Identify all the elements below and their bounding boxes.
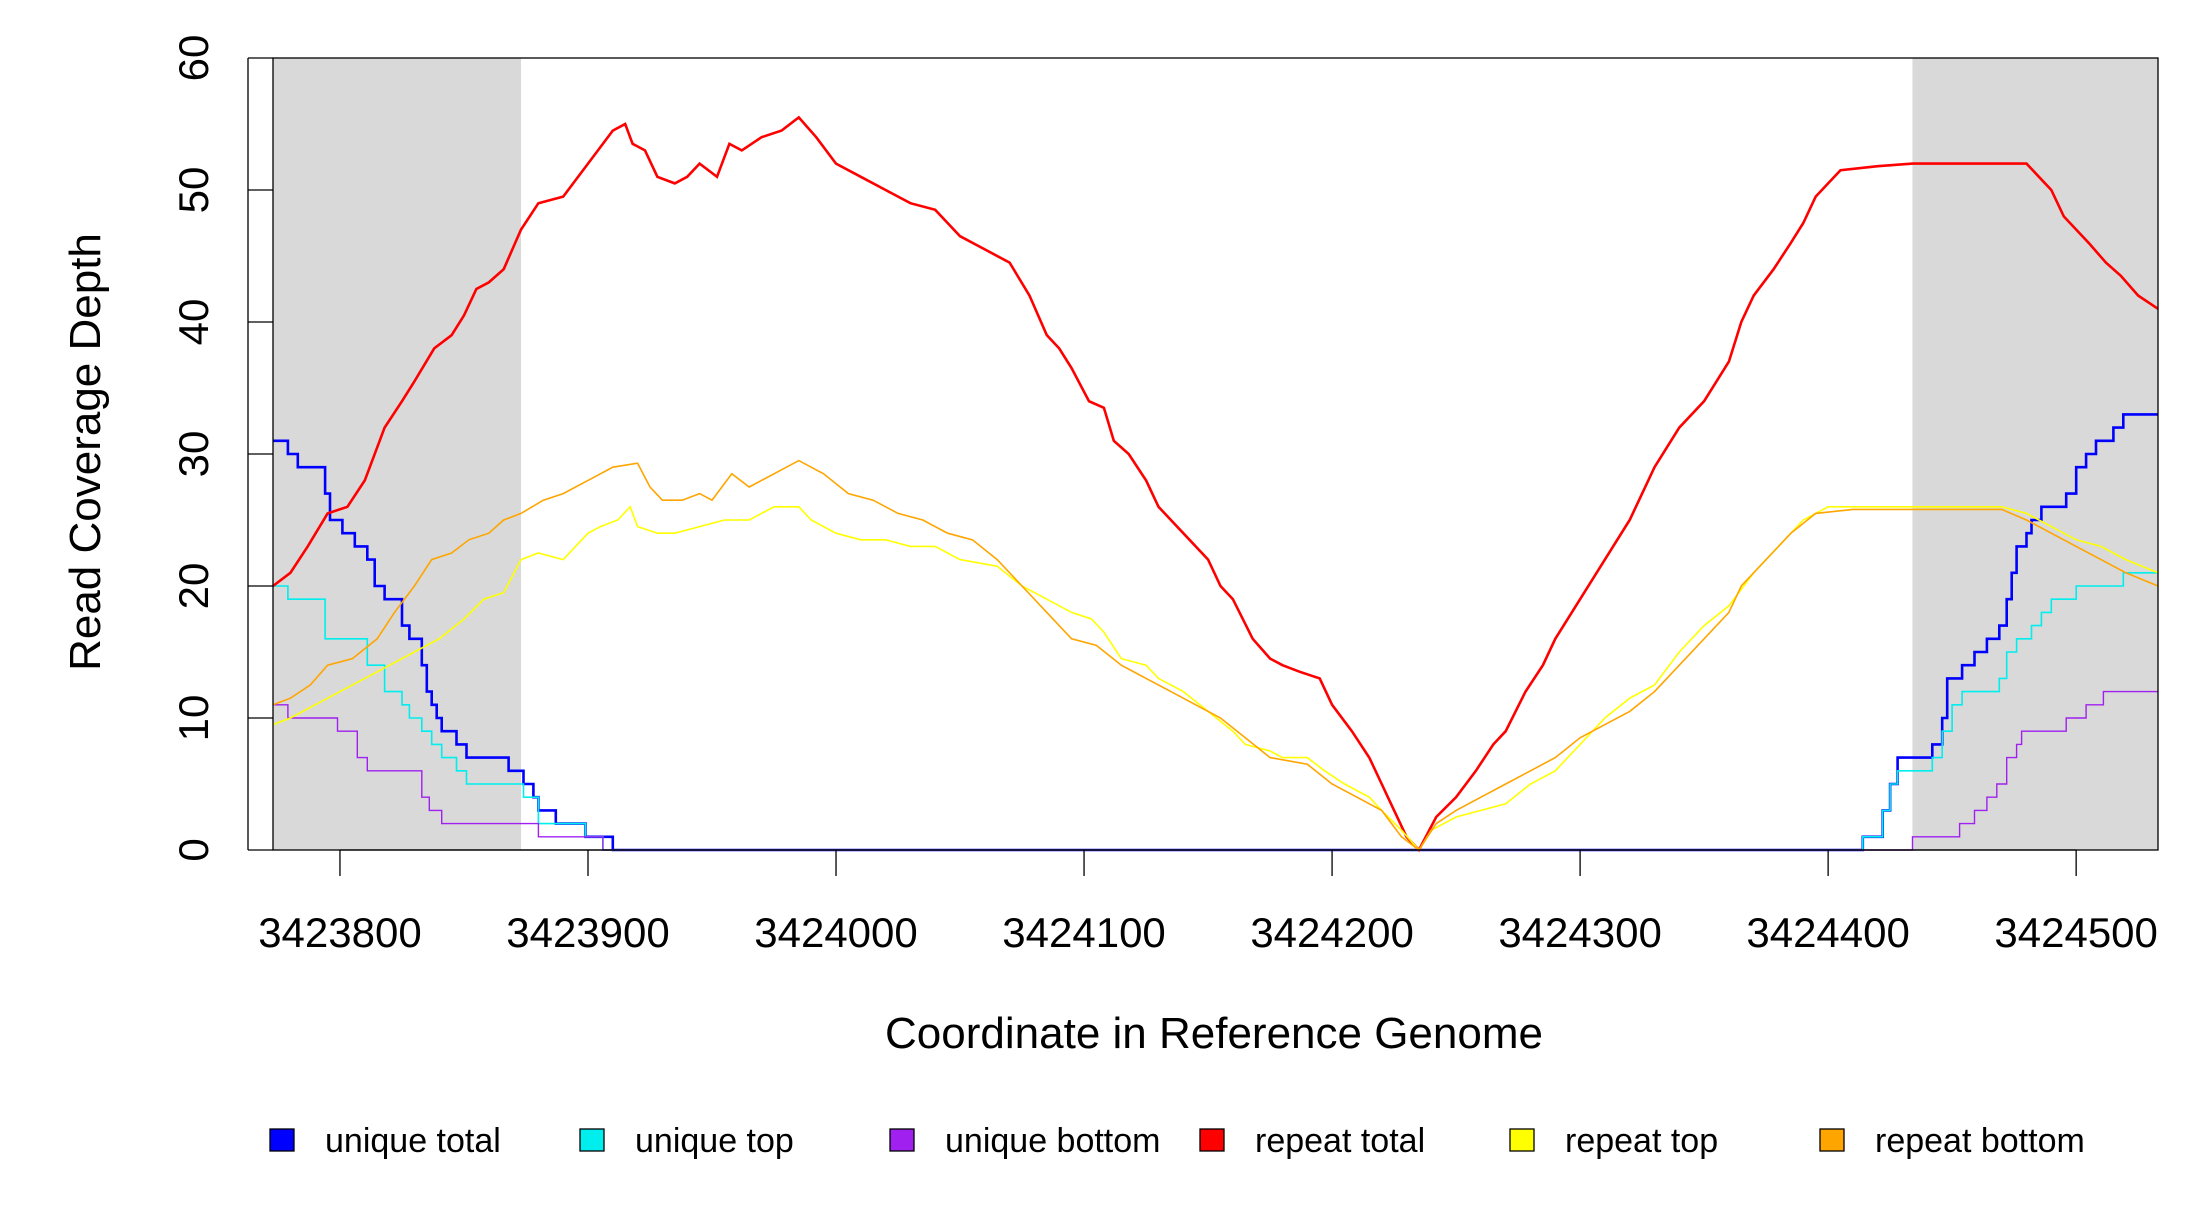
legend-item-unique-top: unique top [579,1122,794,1160]
legend-swatch [1199,1128,1225,1152]
x-tick-label: 3424100 [1002,909,1166,956]
x-axis-label: Coordinate in Reference Genome [885,1009,1543,1058]
y-axis-label: Read Coverage Depth [61,233,110,671]
legend-label: repeat total [1255,1122,1425,1160]
legend-item-repeat-total: repeat total [1199,1122,1425,1160]
series-line-repeat-total [272,115,2159,853]
series-line-unique-bottom [273,690,2158,851]
y-tick-label: 20 [170,563,217,610]
legend-swatch [889,1128,915,1152]
y-tick-label: 50 [170,167,217,214]
legend-item-repeat-bottom: repeat bottom [1819,1122,2085,1160]
shaded-region-1 [273,58,522,850]
x-tick-label: 3424400 [1746,909,1910,956]
legend-swatch [269,1128,295,1152]
series-line-unique-total [273,413,2158,852]
y-tick-label: 0 [170,838,217,861]
shaded-regions [273,58,2158,850]
x-tick-label: 3424200 [1250,909,1414,956]
plot-frame [272,57,2159,851]
series-line-repeat-top [272,505,2159,852]
legend-label: unique top [635,1122,794,1160]
x-tick-label: 3424500 [1994,909,2158,956]
series-lines [272,115,2159,853]
x-tick-label: 3423900 [506,909,670,956]
legend: unique total unique top unique bottom repea… [269,1122,2085,1160]
legend-label: unique total [325,1122,501,1160]
legend-swatch [1509,1128,1535,1152]
x-tick-label: 3424300 [1498,909,1662,956]
legend-label: repeat bottom [1875,1122,2085,1160]
axes: 3423800 3423900 3424000 3424100 3424200 34243… [170,35,2158,956]
y-tick-label: 30 [170,431,217,478]
x-tick-label: 3423800 [258,909,422,956]
legend-item-unique-bottom: unique bottom [889,1122,1161,1160]
shaded-region-2 [1912,58,2158,850]
legend-swatch [579,1128,605,1152]
legend-swatch [1819,1128,1845,1152]
legend-label: repeat top [1565,1122,1718,1160]
series-line-repeat-bottom [272,459,2159,852]
series-line-unique-top [273,571,2158,851]
legend-label: unique bottom [945,1122,1161,1160]
x-tick-label: 3424000 [754,909,918,956]
y-tick-label: 60 [170,35,217,82]
legend-item-repeat-top: repeat top [1509,1122,1718,1160]
y-tick-label: 40 [170,299,217,346]
y-tick-label: 10 [170,695,217,742]
legend-item-unique-total: unique total [269,1122,501,1160]
